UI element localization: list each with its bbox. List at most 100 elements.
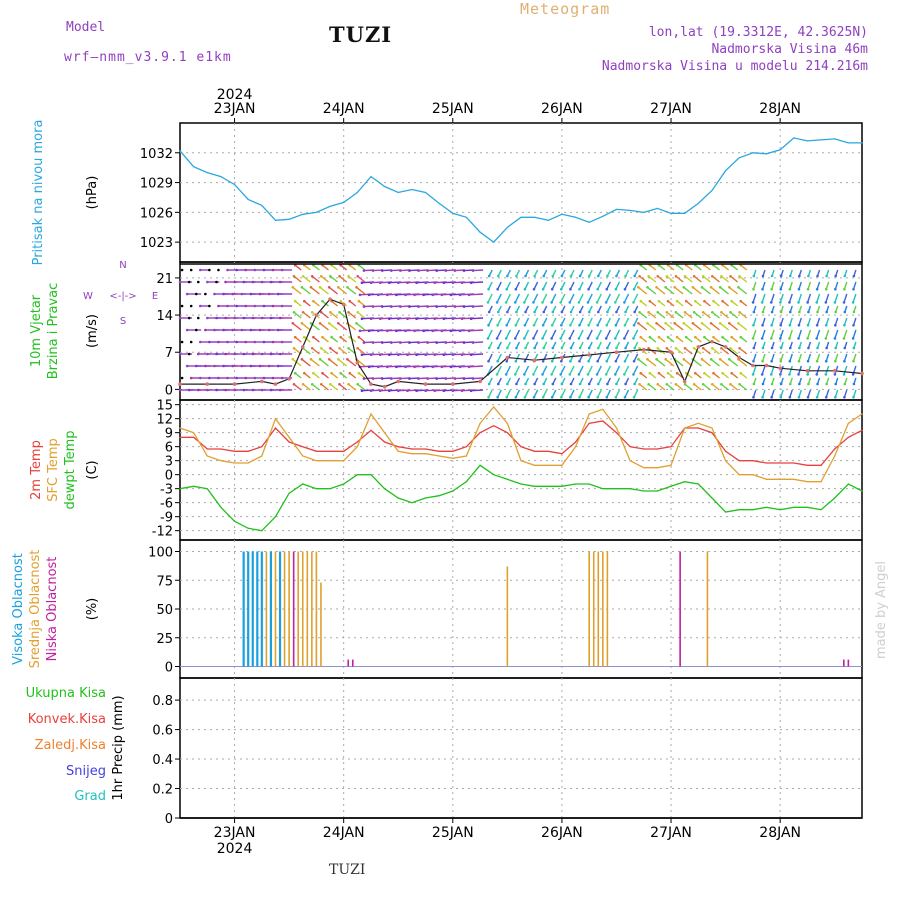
wind-arrow (701, 358, 711, 367)
wind-arrow-head (587, 310, 591, 314)
temp-2m-line-point (765, 462, 768, 464)
wind-arrow (292, 322, 302, 331)
wind-arrow-head (700, 321, 704, 325)
wind-arrow-head (834, 287, 837, 291)
wind-arrow-head (380, 305, 384, 308)
wind-arrow-head (513, 373, 517, 376)
pressure-line-point (193, 166, 195, 168)
wind-arrow (311, 275, 320, 283)
wind-arrow-head (244, 340, 248, 344)
wind-arrow-head (647, 310, 650, 314)
wind-arrow (319, 358, 329, 367)
wind-arrow-head (551, 310, 555, 314)
wind-arrow-head (852, 395, 855, 399)
wind-arrow (648, 347, 657, 355)
compass-arrows: <-|-> (109, 291, 136, 302)
temp-dewpt-line-point (452, 490, 454, 492)
temp-sfc-line-point (370, 413, 372, 415)
wind-arrow-head (367, 329, 371, 333)
pressure-line-point (643, 211, 645, 213)
cloud-series-label: Visoka Oblacnost (11, 553, 26, 665)
wind-arrow (737, 358, 748, 367)
wind-arrow (339, 275, 348, 283)
wind-arrow-head (824, 395, 828, 399)
wind-arrow-head (269, 352, 273, 356)
wind-arrow-head (417, 341, 420, 344)
wind-arrow-head (721, 371, 724, 375)
wind-arrow-head (542, 346, 546, 350)
wind-arrow (606, 317, 612, 326)
wind-arrow-head (550, 395, 554, 399)
temp-dewpt-line-point (206, 488, 208, 490)
wind-arrow-head (433, 389, 437, 393)
wind-arrow-head (310, 346, 314, 350)
pressure-line-point (779, 149, 781, 151)
wind-arrow-head (613, 337, 617, 340)
wind-arrow-head (523, 323, 527, 327)
wind-arrow-head (615, 346, 618, 350)
cloud-ytick-label: 75 (156, 574, 173, 589)
wind-arrow-head (495, 373, 499, 376)
pressure-line-point (261, 204, 263, 207)
wind-arrow-head (224, 280, 227, 284)
wind-arrow (471, 389, 484, 392)
wind-arrow-head (542, 310, 546, 314)
pressure-line-point (602, 215, 604, 217)
wind-arrow-head (208, 340, 211, 344)
wind-arrow-head (471, 269, 475, 272)
wind-arrow-head (387, 317, 391, 321)
wind-arrow-head (369, 353, 373, 357)
wind-arrow-head (683, 274, 687, 278)
temp-sfc-line-point (697, 422, 699, 424)
wind-arrow-head (568, 301, 572, 304)
wind-arrow-head (647, 382, 650, 386)
wind-arrow (587, 329, 593, 339)
temp-dewpt-line-point (847, 483, 849, 485)
wind-arrow (532, 329, 539, 339)
wind-arrow-head (496, 395, 499, 399)
wind-arrow-head (406, 389, 409, 393)
wind-arrow-head (815, 323, 819, 327)
wind-arrow (719, 286, 730, 295)
wind-arrow (665, 358, 675, 367)
wind-arrow-head (327, 285, 331, 289)
wind-speed-marker (751, 363, 755, 368)
wind-arrow-head (267, 328, 271, 332)
temp-dewpt-line-point (479, 464, 481, 466)
wind-arrow-head (321, 335, 324, 339)
temp-2m-line-point (370, 429, 372, 431)
pressure-line-point (452, 212, 454, 214)
wind-arrow-head (683, 382, 687, 386)
wind-arrow-head (206, 352, 209, 356)
wind-arrow-head (815, 337, 819, 340)
wind-arrow-head (788, 310, 792, 314)
wind-arrow-head (262, 304, 266, 308)
wind-arrow-head (280, 376, 284, 380)
temp-2m-line-point (629, 446, 631, 448)
wind-arrow-head (469, 353, 473, 357)
wind-arrow (648, 275, 657, 283)
wind-arrow-head (387, 353, 391, 357)
wind-arrow-head (204, 328, 207, 332)
wind-arrow (615, 281, 621, 290)
wind-arrow-head (433, 317, 437, 321)
wind-arrow-head (761, 346, 765, 350)
wind-arrow-head (614, 323, 618, 327)
wind-arrow-head (300, 285, 304, 289)
temp-2m-line-point (274, 427, 277, 429)
wind-arrow-head (453, 305, 457, 308)
wind-arrow (523, 365, 530, 375)
pressure-line-point (302, 213, 304, 215)
wind-arrow (569, 329, 575, 339)
temp-sfc-line-point (615, 427, 618, 429)
wind-arrow (657, 311, 666, 319)
wind-arrow-head (632, 337, 635, 340)
wind-arrow-head (271, 376, 275, 380)
wind-arrow-head (505, 323, 509, 327)
wind-arrow-head (235, 268, 238, 272)
wind-arrow-head (738, 310, 741, 314)
wind-arrow-head (550, 323, 554, 327)
wind-arrow-head (408, 305, 411, 308)
wind-arrow-head (738, 274, 741, 278)
wind-arrow-head (729, 382, 732, 386)
